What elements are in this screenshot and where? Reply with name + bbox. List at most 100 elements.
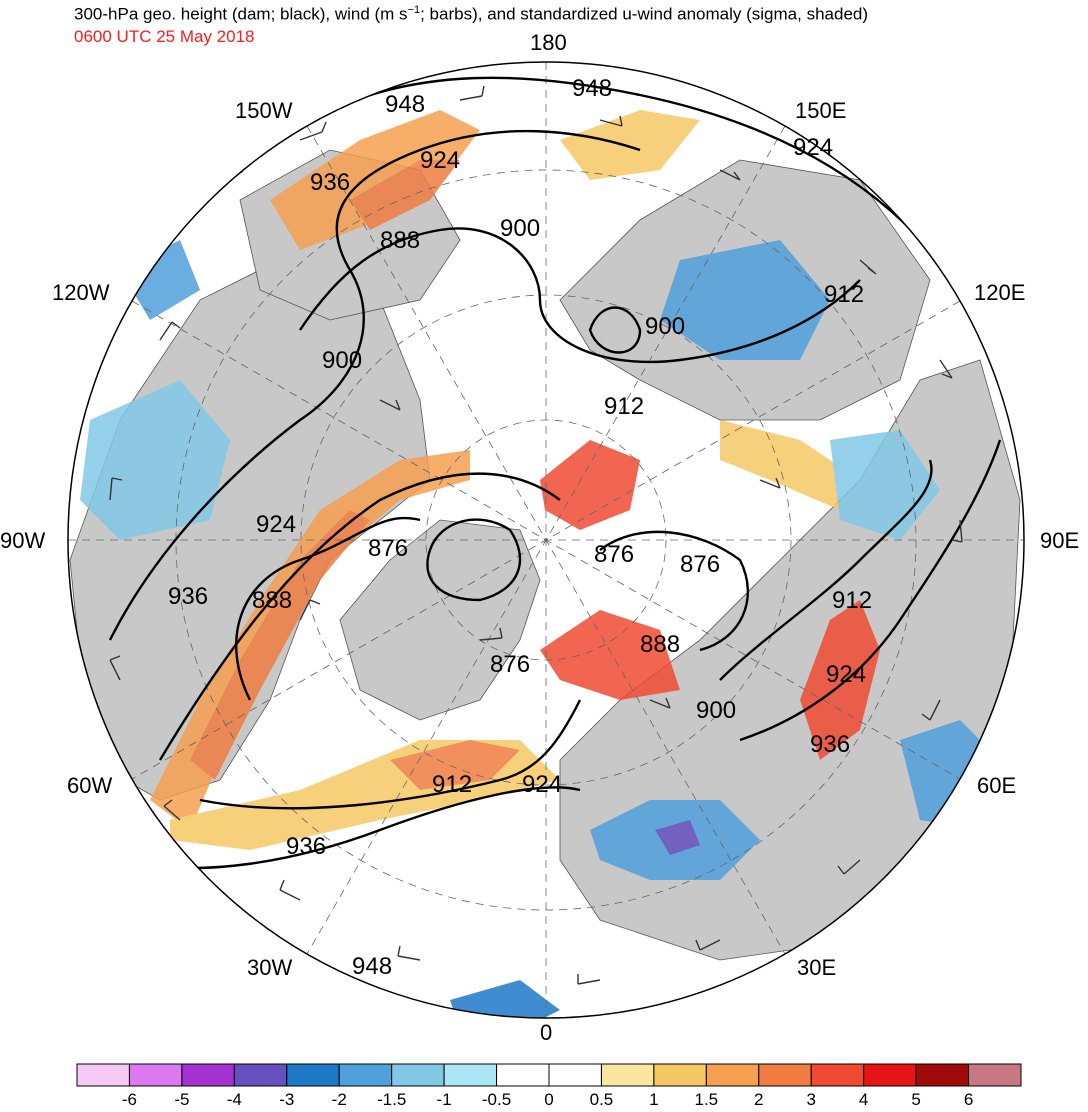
lon-label-60e: 60E (977, 773, 1017, 798)
anomaly-negative-w (80, 380, 230, 540)
contour-label: 900 (645, 313, 685, 340)
contour-948 (329, 76, 931, 251)
colorbar-swatch (181, 1063, 235, 1087)
contour-label: 876 (680, 551, 720, 578)
contour-labels: 948 948 924 936 924 888 900 912 900 900 912 924 876 8… (168, 75, 872, 980)
contour-label: 924 (793, 134, 833, 161)
greenland (339, 519, 541, 721)
colorbar-swatch (968, 1063, 1022, 1087)
anomaly-positive-atlantic-core (390, 740, 520, 790)
contour-label: 924 (522, 771, 562, 798)
colorbar-swatch (915, 1063, 970, 1087)
colorbar-swatch (443, 1063, 498, 1087)
anomaly-positive-north (560, 110, 700, 180)
colorbar-swatch (76, 1063, 130, 1087)
contour-label: 948 (352, 953, 392, 980)
anomaly-positive-nw (270, 110, 480, 250)
contour-924-east (739, 439, 1002, 742)
colorbar-tick-label: -1.5 (377, 1090, 407, 1109)
lon-label-90w: 90W (0, 528, 46, 553)
lon-label-120e: 120E (974, 280, 1026, 305)
colorbar-tick-label: 1 (649, 1090, 659, 1109)
contour-label: 888 (252, 587, 292, 614)
anomaly-positive-east (720, 420, 860, 510)
contour-888 (235, 516, 421, 701)
colorbar-tick-label: 2 (754, 1090, 764, 1109)
contour-label: 912 (832, 587, 872, 614)
contour-label: 876 (594, 541, 634, 568)
contour-label: 888 (380, 227, 420, 254)
contour-label: 888 (640, 631, 680, 658)
contour-label: 876 (490, 651, 530, 678)
contour-label: 912 (432, 771, 472, 798)
lon-label-30w: 30W (247, 955, 293, 980)
contour-924 (158, 472, 561, 761)
contour-label: 948 (385, 91, 425, 118)
colorbar-tick-label: -6 (121, 1090, 137, 1109)
colorbar-swatch (391, 1063, 445, 1087)
colorbar-swatch (233, 1063, 288, 1087)
colorbar-tick-label: -0.5 (481, 1090, 512, 1109)
contour-876-east (599, 530, 750, 652)
height-contours (108, 76, 1002, 870)
colorbar-tick-label: 0.5 (589, 1090, 614, 1109)
colorbar-tick-label: 5 (911, 1090, 921, 1109)
polar-map: 948 948 924 936 924 888 900 912 900 900 912 924 876 8… (67, 61, 1025, 1019)
contour-label: 936 (810, 731, 850, 758)
contour-label: 924 (256, 511, 296, 538)
contour-label: 900 (696, 697, 736, 724)
colorbar-swatch (338, 1063, 393, 1087)
lon-label-0: 0 (540, 1020, 553, 1045)
contour-label: 912 (604, 393, 644, 420)
contour-900-ring (588, 306, 642, 354)
chart-title: 300-hPa geo. height (dam; black), wind (… (74, 4, 869, 24)
lon-label-90e: 90E (1040, 528, 1080, 553)
colorbar-tick-label: -2 (331, 1090, 347, 1109)
contour-label: 936 (286, 833, 326, 860)
anomaly-positive-siberia (800, 600, 880, 760)
contour-label: 936 (168, 583, 208, 610)
graticule (68, 62, 1024, 1018)
colorbar-tick-label: 6 (963, 1090, 974, 1109)
contour-label: 900 (500, 215, 540, 242)
anomaly-negative-europe-core (655, 820, 700, 855)
colorbar-swatch (128, 1063, 183, 1087)
lon-label-120w: 120W (52, 280, 110, 305)
anomaly-positive-jet-sw-core (190, 510, 370, 780)
map-border (67, 61, 1025, 1019)
anomaly-positive-nw-core (350, 160, 460, 230)
anomaly-positive-scandinavia (540, 610, 680, 700)
colorbar-tick-label: 4 (858, 1090, 869, 1109)
lon-label-150w: 150W (235, 98, 293, 123)
contour-900 (299, 227, 861, 364)
colorbar (76, 1063, 1022, 1087)
colorbar-swatch (548, 1063, 602, 1087)
lon-label-30e: 30E (797, 955, 837, 980)
contour-label: 876 (368, 535, 408, 562)
valid-time: 0600 UTC 25 May 2018 (74, 27, 255, 46)
colorbar-tick-label: 1.5 (694, 1090, 719, 1109)
lon-label-60w: 60W (67, 773, 113, 798)
colorbar-swatch (758, 1063, 812, 1087)
anomaly-negative-e (830, 430, 940, 540)
colorbar-swatch (863, 1063, 917, 1087)
colorbar-swatch (705, 1063, 760, 1087)
contour-label: 924 (826, 661, 866, 688)
lon-label-180: 180 (530, 30, 567, 55)
contour-label: 948 (572, 75, 612, 102)
contour-label: 936 (310, 169, 350, 196)
colorbar-swatch (286, 1063, 340, 1087)
colorbar-tick-label: -3 (279, 1090, 295, 1109)
contour-912-east (719, 459, 933, 681)
colorbar-tick-label: -4 (226, 1090, 242, 1109)
contour-912 (199, 699, 582, 810)
colorbar-swatch (810, 1063, 865, 1087)
colorbar-tick-label: 3 (806, 1090, 816, 1109)
contour-label: 900 (322, 347, 362, 374)
colorbar-tick-label: 0 (544, 1090, 554, 1109)
colorbar-tick-label: -1 (436, 1090, 452, 1109)
colorbar-swatch (496, 1063, 550, 1087)
colorbar-swatch (600, 1063, 655, 1087)
colorbar-tick-label: -5 (174, 1090, 190, 1109)
colorbar-swatch (653, 1063, 707, 1087)
